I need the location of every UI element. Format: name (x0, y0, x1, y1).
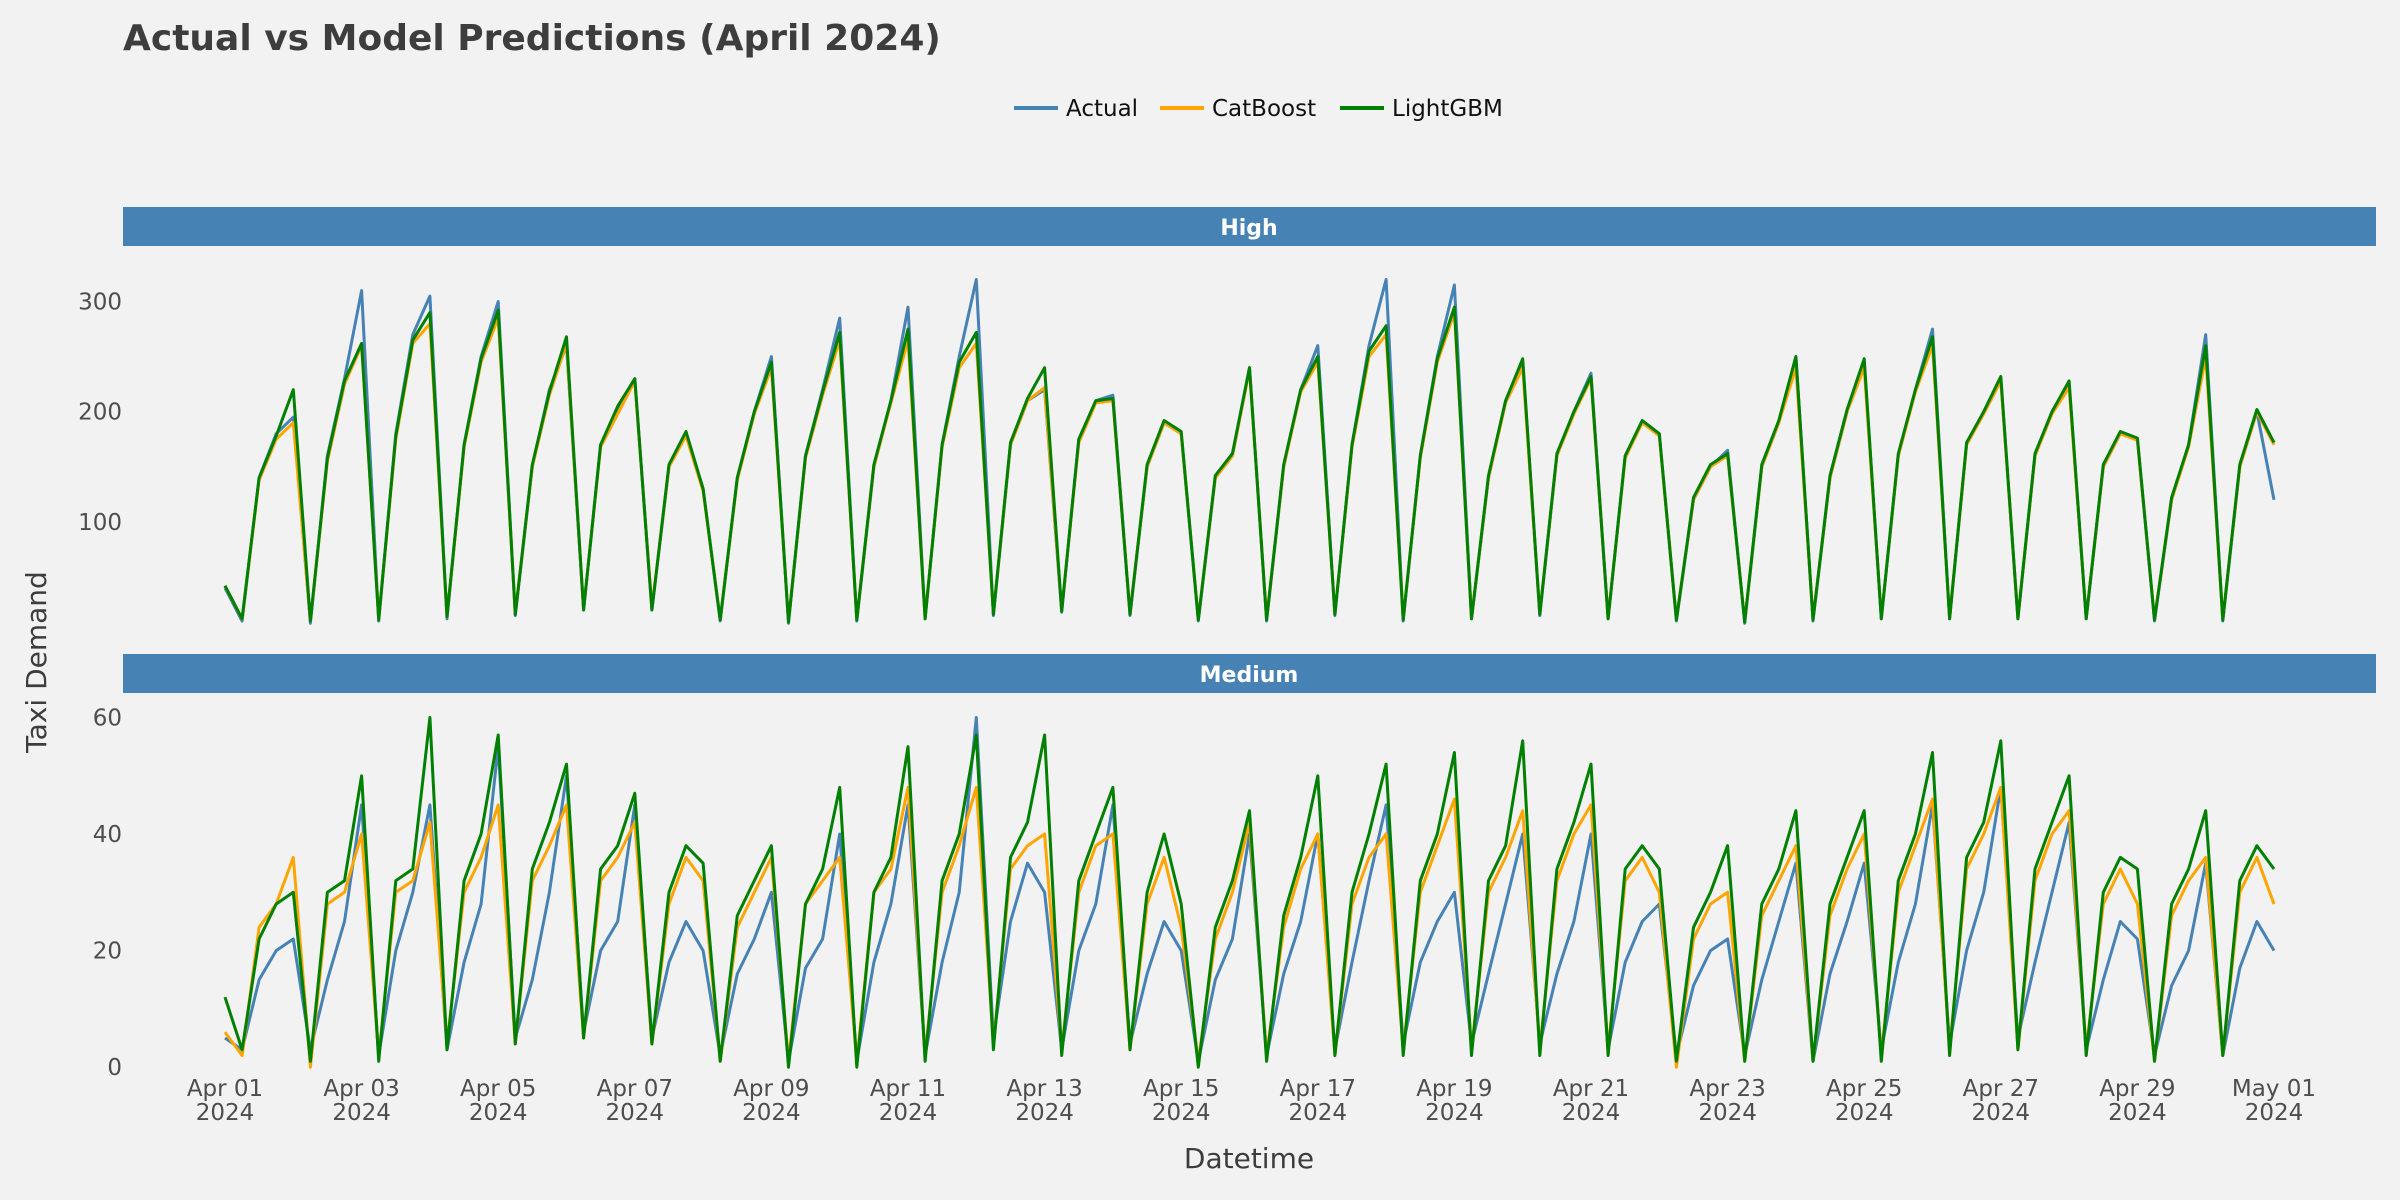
x-tick-label-2: Apr 05 (460, 1076, 536, 1102)
strip-label-medium: Medium (1200, 663, 1299, 688)
x-axis-title: Datetime (1184, 1142, 1314, 1175)
x-tick-label-8: Apr 17 (1280, 1076, 1356, 1102)
x-tick-year-10: 2024 (1562, 1100, 1621, 1126)
x-tick-label-14: Apr 29 (2099, 1076, 2175, 1102)
x-tick-year-4: 2024 (742, 1100, 801, 1126)
x-tick-year-11: 2024 (1698, 1100, 1757, 1126)
x-tick-year-6: 2024 (1015, 1100, 1074, 1126)
y-axis-title: Taxi Demand (20, 571, 53, 754)
y-tick-label-medium-3: 60 (93, 705, 122, 731)
x-tick-year-0: 2024 (196, 1100, 255, 1126)
x-tick-year-5: 2024 (879, 1100, 938, 1126)
x-tick-label-3: Apr 07 (597, 1076, 673, 1102)
x-tick-year-1: 2024 (332, 1100, 391, 1126)
strip-medium (123, 654, 2376, 693)
x-tick-year-9: 2024 (1425, 1100, 1484, 1126)
x-tick-label-13: Apr 27 (1963, 1076, 2039, 1102)
panel-medium: 0 20 40 60 (93, 705, 2276, 1081)
y-tick-label-high-2: 300 (78, 290, 122, 316)
y-tick-label-high-1: 200 (78, 400, 122, 426)
legend-label-actual: Actual (1066, 96, 1138, 122)
x-tick-year-13: 2024 (1972, 1100, 2031, 1126)
x-tick-year-3: 2024 (606, 1100, 665, 1126)
x-tick-label-5: Apr 11 (870, 1076, 946, 1102)
x-tick-label-4: Apr 09 (733, 1076, 809, 1102)
x-tick-label-11: Apr 23 (1689, 1076, 1765, 1102)
x-tick-label-7: Apr 15 (1143, 1076, 1219, 1102)
x-tick-year-8: 2024 (1289, 1100, 1348, 1126)
legend-label-catboost: CatBoost (1212, 96, 1316, 122)
x-tick-year-7: 2024 (1152, 1100, 1211, 1126)
panel-high: 100 200 300 (78, 278, 2276, 625)
y-tick-label-medium-0: 0 (107, 1055, 122, 1081)
legend: Actual CatBoost LightGBM (1014, 96, 1503, 122)
y-tick-label-medium-2: 40 (93, 822, 122, 848)
y-tick-label-high-0: 100 (78, 510, 122, 536)
x-tick-label-12: Apr 25 (1826, 1076, 1902, 1102)
strip-high (123, 207, 2376, 246)
x-tick-year-15: 2024 (2245, 1100, 2304, 1126)
x-tick-label-15: May 01 (2232, 1076, 2316, 1102)
strip-label-high: High (1220, 216, 1277, 241)
legend-label-lightgbm: LightGBM (1392, 96, 1503, 122)
series-line-medium-lightgbm (223, 716, 2276, 1069)
chart-title: Actual vs Model Predictions (April 2024) (123, 18, 941, 59)
x-tick-label-0: Apr 01 (187, 1076, 263, 1102)
x-tick-label-1: Apr 03 (323, 1076, 399, 1102)
x-tick-year-12: 2024 (1835, 1100, 1894, 1126)
x-tick-label-9: Apr 19 (1416, 1076, 1492, 1102)
y-tick-label-medium-1: 20 (93, 939, 122, 965)
x-tick-label-10: Apr 21 (1553, 1076, 1629, 1102)
series-line-high-lightgbm (223, 305, 2276, 624)
x-tick-year-2: 2024 (469, 1100, 528, 1126)
x-tick-label-6: Apr 13 (1006, 1076, 1082, 1102)
x-tick-year-14: 2024 (2108, 1100, 2167, 1126)
